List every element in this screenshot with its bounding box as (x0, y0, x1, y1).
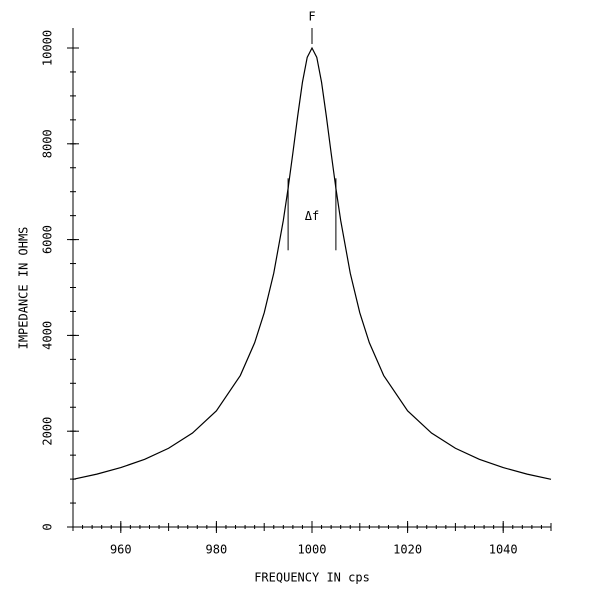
y-axis-label: IMPEDANCE IN OHMS (17, 227, 31, 350)
line (72, 46, 552, 480)
y-tick-label: 2000 (41, 417, 55, 446)
annotation: Δf (305, 209, 319, 223)
x-tick-label: 960 (110, 543, 132, 557)
y-tick-label: 4000 (41, 321, 55, 350)
annotation: F (308, 10, 315, 24)
x-tick-label: 1000 (298, 543, 327, 557)
y-tick-label: 10000 (41, 30, 55, 66)
x-tick-label: 1020 (393, 543, 422, 557)
x-tick-label: 980 (206, 543, 228, 557)
y-tick-label: 6000 (41, 225, 55, 254)
x-tick-label: 1040 (489, 543, 518, 557)
y-tick-label: 0 (41, 523, 55, 530)
y-tick-label: 8000 (41, 129, 55, 158)
x-axis-label: FREQUENCY IN cps (254, 571, 370, 585)
